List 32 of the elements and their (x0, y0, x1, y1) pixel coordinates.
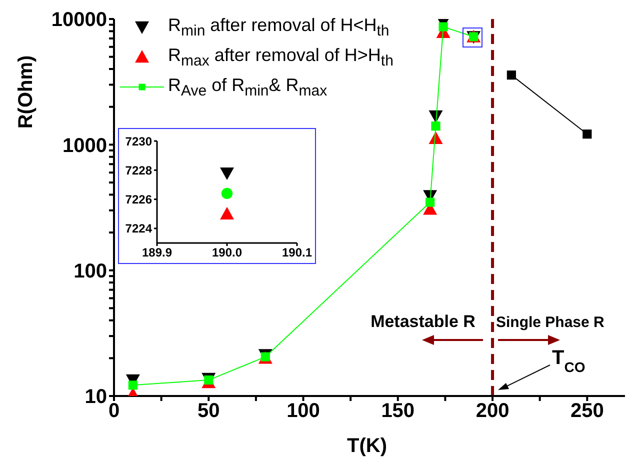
x-tick-label: 190.1 (282, 246, 312, 260)
y-tick-label: 1000 (62, 134, 107, 157)
point (204, 375, 214, 385)
annotation: Single Phase R (496, 314, 605, 331)
y-tick-label: 7228 (125, 163, 152, 178)
x-tick-label: 0 (108, 400, 120, 422)
legend-label: R$_{Ave}$ of R$_{min}$& R$_{max}$ (168, 74, 328, 100)
point (582, 130, 592, 139)
legend-label: R$_{min}$ after removal of H<H$_{th}$ (168, 14, 390, 40)
x-axis-title: T(K) (347, 435, 387, 457)
point (128, 380, 138, 390)
y-axis-title: R(Ohm) (15, 55, 37, 129)
y-tick-label: 7226 (125, 192, 152, 207)
y-tick-label: 7224 (125, 222, 152, 236)
y-tick-label: 7230 (125, 134, 152, 148)
y-tick-label: 10 (84, 386, 107, 408)
annotation: Metastable R (370, 312, 476, 331)
x-tick-label: 50 (198, 400, 220, 422)
x-tick-label: 100 (286, 400, 320, 422)
point (426, 198, 435, 207)
x-tick-label: 200 (476, 400, 510, 422)
annotation: T$_{CO}$ (552, 347, 586, 375)
x-tick-label: 190.0 (212, 246, 242, 260)
x-tick-label: 189.9 (142, 246, 172, 260)
y-tick-label: 10000 (51, 9, 107, 32)
x-tick-label: 250 (570, 400, 604, 422)
y-tick-label: 100 (74, 260, 107, 282)
point (431, 122, 440, 131)
point (438, 22, 448, 32)
point (506, 70, 516, 80)
legend-label: R$_{max}$ after removal of H>H$_{th}$ (168, 44, 394, 70)
x-tick-label: 150 (381, 400, 415, 422)
